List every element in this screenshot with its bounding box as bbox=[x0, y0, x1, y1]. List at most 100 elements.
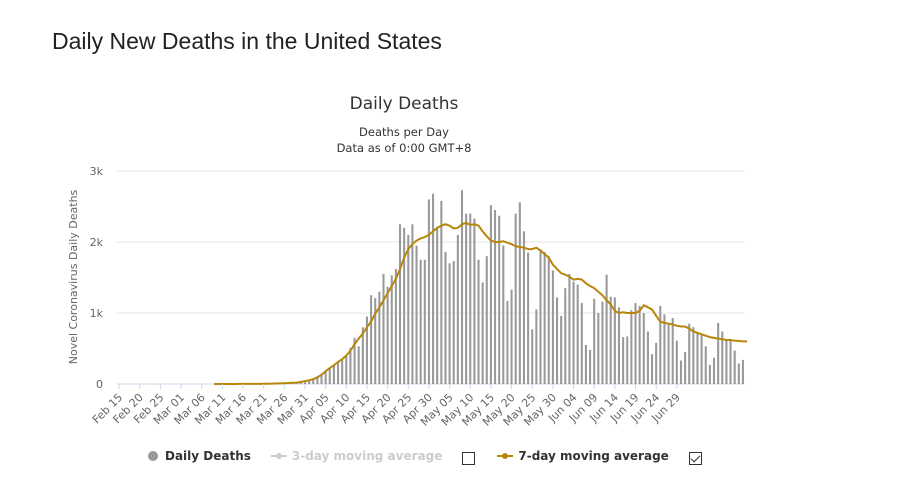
bar bbox=[572, 281, 575, 384]
line-7-day-moving-average bbox=[214, 221, 748, 385]
bar bbox=[560, 315, 563, 384]
bar bbox=[667, 323, 670, 384]
bar bbox=[704, 346, 707, 384]
bar bbox=[547, 256, 550, 384]
bar bbox=[646, 331, 649, 384]
bar bbox=[498, 215, 501, 384]
bar bbox=[423, 259, 426, 384]
bar bbox=[370, 295, 373, 384]
bar bbox=[494, 210, 497, 384]
gridlines bbox=[117, 170, 745, 385]
legend-item-7-day-moving-average[interactable]: 7-day moving average bbox=[497, 449, 669, 463]
bar bbox=[580, 303, 583, 384]
bar bbox=[378, 291, 381, 384]
bar bbox=[398, 224, 402, 384]
bar bbox=[477, 259, 480, 384]
bar bbox=[489, 205, 492, 384]
bar bbox=[729, 340, 732, 384]
chart-subtitle-line-2: Data as of 0:00 GMT+8 bbox=[337, 141, 472, 155]
bar bbox=[712, 357, 716, 384]
toggle-3-day-checkbox[interactable] bbox=[462, 451, 476, 465]
bar bbox=[663, 314, 666, 384]
bar bbox=[605, 274, 608, 384]
bar bbox=[675, 340, 678, 384]
bar bbox=[460, 190, 464, 384]
bar bbox=[403, 227, 406, 384]
bar bbox=[593, 298, 596, 384]
toggle-7-day-checkbox[interactable] bbox=[688, 451, 702, 465]
bar bbox=[502, 245, 505, 384]
bar bbox=[386, 286, 389, 384]
legend-label-3-day-moving-average: 3-day moving average bbox=[291, 449, 443, 463]
bar bbox=[481, 282, 484, 384]
bar bbox=[617, 307, 621, 384]
bar bbox=[589, 349, 592, 384]
y-tick-label: 3k bbox=[90, 165, 104, 178]
bar bbox=[688, 323, 691, 384]
bar bbox=[337, 361, 340, 384]
bar bbox=[622, 337, 625, 384]
bar bbox=[341, 359, 344, 384]
bar bbox=[514, 213, 517, 384]
bar bbox=[671, 317, 674, 384]
line-series-7-day-moving-average bbox=[214, 221, 748, 385]
bar bbox=[357, 346, 360, 384]
bar bbox=[419, 259, 422, 384]
bar bbox=[361, 327, 364, 384]
bar bbox=[741, 359, 744, 384]
bar bbox=[651, 354, 654, 384]
bar bbox=[634, 303, 637, 384]
bar bbox=[349, 347, 352, 384]
bar bbox=[415, 245, 418, 384]
legend-item-daily-deaths[interactable]: Daily Deaths bbox=[148, 449, 251, 463]
legend-label-daily-deaths: Daily Deaths bbox=[165, 449, 251, 463]
bar bbox=[659, 305, 662, 384]
y-tick-label: 1k bbox=[90, 307, 104, 320]
legend-marker-3-day-line-icon bbox=[270, 451, 287, 461]
bar bbox=[407, 234, 410, 384]
bar bbox=[696, 332, 699, 384]
bar bbox=[609, 296, 612, 384]
bar bbox=[576, 284, 579, 384]
bar bbox=[299, 382, 302, 384]
bar bbox=[324, 371, 327, 384]
bar bbox=[436, 227, 439, 384]
bar bbox=[328, 367, 331, 384]
bar bbox=[345, 355, 348, 384]
y-tick-label: 0 bbox=[96, 378, 103, 391]
bar bbox=[506, 300, 509, 384]
bar bbox=[390, 275, 393, 384]
y-tick-label: 2k bbox=[90, 236, 104, 249]
legend-marker-7-day-line-icon bbox=[497, 451, 514, 461]
bar bbox=[684, 352, 687, 384]
bar bbox=[733, 350, 736, 384]
legend-item-3-day-moving-average[interactable]: 3-day moving average bbox=[270, 449, 443, 463]
page-title: Daily New Deaths in the United States bbox=[52, 28, 442, 54]
chart-subtitle-line-1: Deaths per Day bbox=[359, 125, 449, 139]
bar bbox=[394, 268, 397, 384]
bar bbox=[312, 379, 315, 384]
bar bbox=[440, 200, 443, 384]
bar bbox=[365, 316, 368, 384]
bar bbox=[448, 263, 451, 384]
bar bbox=[597, 313, 600, 384]
bar bbox=[374, 298, 377, 384]
bar bbox=[382, 273, 385, 384]
bar bbox=[551, 270, 554, 384]
bar bbox=[427, 199, 430, 384]
bar-series-daily-deaths bbox=[241, 190, 744, 385]
bar bbox=[630, 310, 633, 384]
bar bbox=[535, 309, 538, 384]
bar bbox=[601, 301, 604, 384]
bar bbox=[353, 337, 356, 384]
bar bbox=[531, 329, 534, 384]
bar bbox=[518, 202, 521, 384]
bar bbox=[638, 305, 641, 384]
bar bbox=[465, 213, 468, 384]
bar bbox=[584, 344, 587, 384]
bar bbox=[432, 193, 435, 384]
bar bbox=[692, 327, 695, 384]
bar bbox=[303, 381, 307, 384]
